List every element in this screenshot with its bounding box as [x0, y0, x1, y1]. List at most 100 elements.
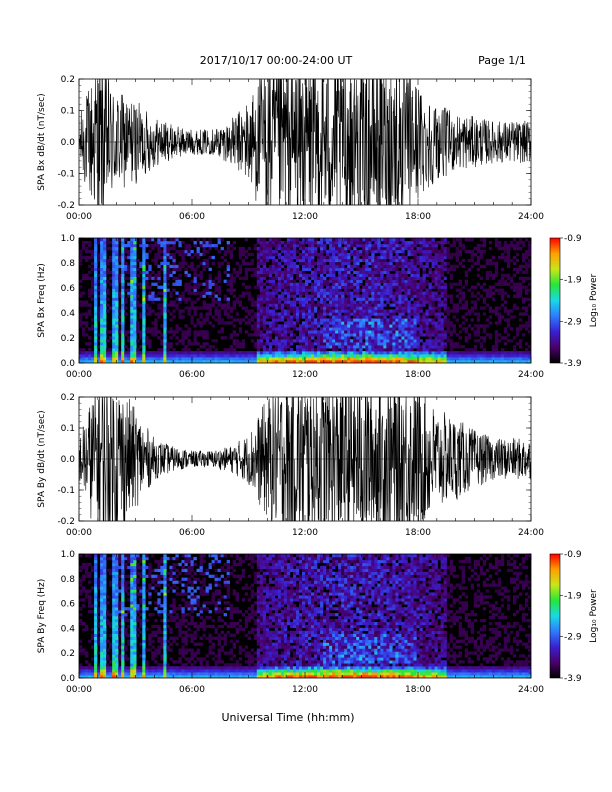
spectrogram-cell: [437, 294, 441, 298]
spectrogram-cell: [202, 261, 206, 266]
spectrogram-cell: [431, 327, 435, 331]
spectrogram-cell: [256, 348, 261, 352]
spectrogram-cell: [377, 351, 381, 355]
spectrogram-cell: [308, 279, 312, 283]
spectrogram-cell: [440, 246, 444, 251]
spectrogram-cell: [256, 312, 261, 316]
spectrogram-cell: [130, 252, 134, 257]
spectrogram-cell: [211, 255, 215, 260]
spectrogram-cell: [301, 348, 306, 352]
spectrogram-cell: [395, 330, 399, 334]
spectrogram-cell: [82, 627, 86, 632]
spectrogram-cell: [443, 306, 447, 310]
spectrogram-cell: [274, 342, 279, 346]
spectrogram-cell: [404, 327, 408, 331]
spectrogram-cell: [196, 282, 200, 286]
spectrogram-cell: [100, 568, 104, 573]
spectrogram-cell: [259, 285, 264, 289]
spectrogram-cell: [452, 252, 456, 257]
spectrogram-cell: [500, 354, 505, 358]
spectrogram-cell: [106, 351, 110, 355]
spectrogram-cell: [259, 270, 264, 275]
spectrogram-cell: [356, 354, 360, 358]
spectrogram-cell: [286, 357, 291, 361]
spectrogram-cell: [443, 249, 447, 254]
spectrogram-cell: [226, 273, 230, 277]
spectrogram-cell: [271, 300, 276, 304]
spectrogram-cell: [187, 252, 191, 257]
spectrogram-cell: [461, 360, 465, 363]
spectrogram-cell: [440, 279, 444, 283]
spectrogram-cell: [136, 354, 140, 358]
spectrogram-cell: [91, 672, 95, 676]
spectrogram-cell: [413, 267, 417, 272]
spectrogram-cell: [386, 336, 390, 340]
spectrogram-cell: [112, 330, 116, 334]
spectrogram-cell: [184, 297, 188, 301]
spectrogram-cell: [196, 348, 200, 352]
spectrogram-cell: [142, 315, 146, 319]
spectrogram-cell: [335, 276, 339, 280]
spectrogram-cell: [142, 351, 146, 355]
spectrogram-cell: [298, 357, 303, 361]
spectrogram-cell: [359, 282, 363, 286]
spectrogram-cell: [187, 246, 191, 251]
spectrogram-cell: [286, 339, 291, 343]
spectrogram-cell: [298, 315, 303, 319]
spectrogram-cell: [199, 354, 203, 358]
spectrogram-cell: [515, 351, 520, 355]
spectrogram-cell: [395, 345, 399, 349]
spectrogram-cell: [521, 357, 526, 361]
spectrogram-cell: [283, 354, 288, 358]
spectrogram-cell: [377, 348, 381, 352]
spectrogram-cell: [455, 360, 459, 363]
spectrogram-cell: [265, 333, 270, 337]
spectrogram-cell: [356, 279, 360, 283]
spectrogram-cell: [341, 324, 345, 328]
spectrogram-cell: [353, 252, 357, 257]
spectrogram-cell: [344, 285, 348, 289]
spectrogram-cell: [97, 616, 101, 620]
spectrogram-cell: [383, 336, 387, 340]
spectrogram-cell: [389, 276, 393, 280]
spectrogram-cell: [359, 342, 363, 346]
spectrogram-cell: [458, 336, 462, 340]
spectrogram-cell: [154, 357, 158, 361]
spectrogram-cell: [121, 357, 125, 361]
spectrogram-cell: [359, 238, 363, 242]
spectrogram-cell: [500, 360, 505, 363]
x-tick-label: 00:00: [66, 370, 92, 380]
spectrogram-cell: [202, 267, 206, 272]
spectrogram-cell: [347, 285, 351, 289]
spectrogram-cell: [395, 309, 399, 313]
spectrogram-cell: [419, 300, 423, 304]
spectrogram-cell: [280, 354, 285, 358]
spectrogram-cell: [395, 303, 399, 307]
spectrogram-cell: [145, 273, 149, 277]
spectrogram-cell: [410, 276, 414, 280]
spectrogram-cell: [94, 574, 98, 578]
spectrogram-cell: [94, 660, 98, 664]
spectrogram-cell: [380, 321, 384, 325]
spectrogram-cell: [431, 246, 435, 251]
spectrogram-cell: [256, 357, 261, 361]
spectrogram-cell: [380, 315, 384, 319]
spectrogram-cell: [461, 321, 465, 325]
spectrogram-cell: [82, 276, 86, 280]
spectrogram-cell: [338, 249, 342, 254]
spectrogram-cell: [271, 360, 276, 363]
spectrogram-cell: [476, 327, 481, 331]
spectrogram-cell: [130, 267, 134, 272]
spectrogram-cell: [199, 357, 203, 361]
colorbar: [549, 237, 561, 364]
spectrogram-cell: [341, 348, 345, 352]
spectrogram-cell: [443, 261, 447, 266]
spectrogram-cell: [91, 285, 95, 289]
spectrogram-cell: [305, 291, 309, 295]
spectrogram-cell: [106, 291, 110, 295]
spectrogram-cell: [262, 324, 267, 328]
spectrogram-cell: [157, 243, 161, 248]
spectrogram-cell: [91, 351, 95, 355]
spectrogram-cell: [500, 279, 505, 283]
spectrogram-cell: [332, 306, 336, 310]
